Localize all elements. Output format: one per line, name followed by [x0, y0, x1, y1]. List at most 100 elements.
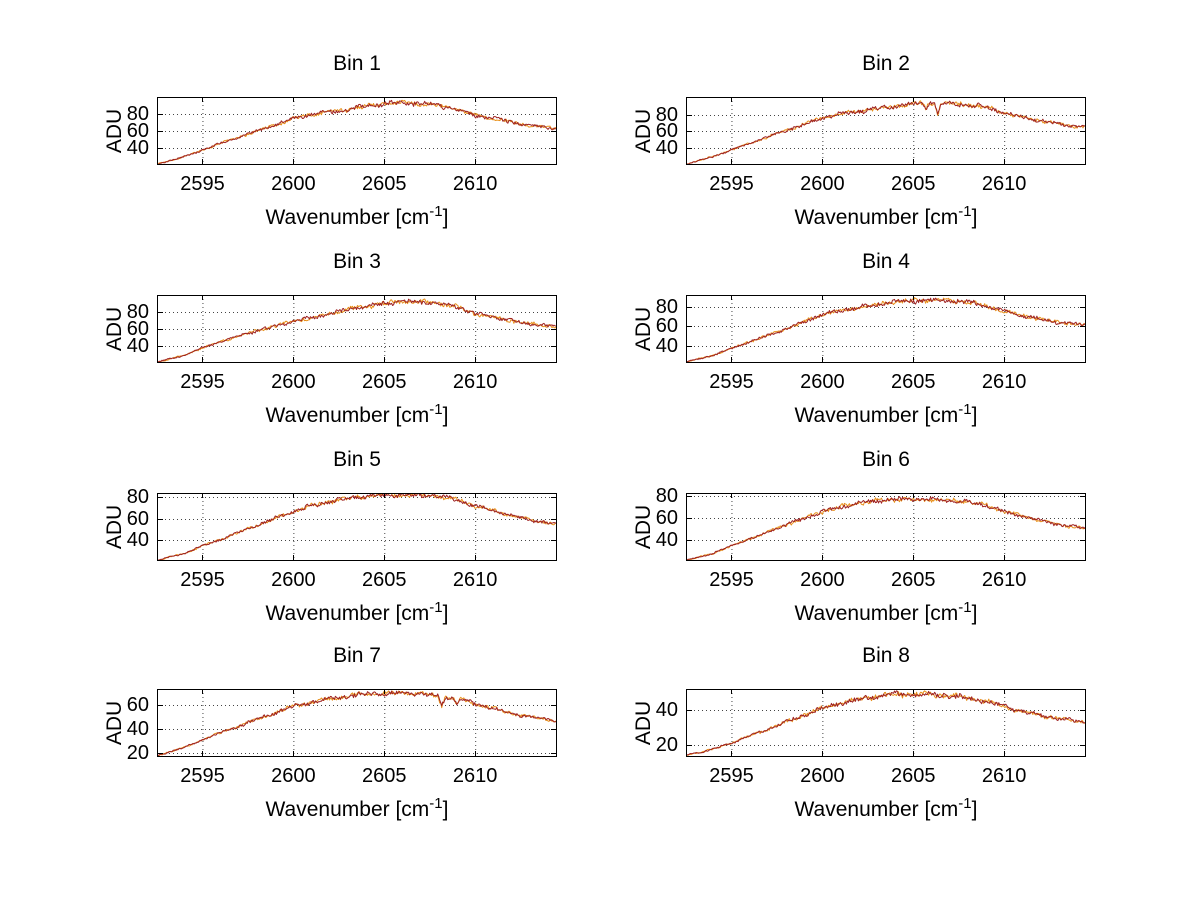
plot-area-svg [686, 97, 1086, 165]
grid-lines [157, 493, 557, 561]
plot-title: Bin 1 [333, 52, 381, 75]
subplot-bin-7: Bin 7 ADU 20 40 60 2595 2600 2605 2610 Wavenumber… [103, 645, 557, 821]
x-tick-label: 2610 [452, 371, 498, 393]
x-axis-label: Wavenumber [cm-1] [686, 401, 1086, 429]
axis-box [157, 493, 557, 561]
y-tick-label: 20 [126, 742, 149, 765]
x-tick-label: 2595 [709, 569, 754, 591]
y-tick-label: 40 [126, 335, 149, 357]
x-axis-label-suffix: ] [442, 798, 449, 821]
subplot-bin-5: Bin 5 ADU 40 60 80 2595 2600 2605 2610 Wavenumber… [103, 449, 557, 625]
plot-area-svg [686, 689, 1086, 757]
plot-title: Bin 5 [333, 448, 381, 471]
grid-lines [686, 689, 1086, 757]
x-axis-label-prefix: Wavenumber [cm [794, 206, 959, 229]
y-tick-label: 20 [655, 733, 678, 756]
x-tick-label: 2595 [180, 173, 225, 195]
x-axis-label-prefix: Wavenumber [cm [265, 602, 430, 625]
y-tick-label: 40 [126, 529, 149, 552]
plot-title: Bin 8 [862, 644, 910, 667]
x-tick-label: 2595 [709, 173, 754, 195]
tick-marks [686, 493, 1086, 561]
spectrum-darkred [686, 496, 1086, 561]
x-axis-label: Wavenumber [cm-1] [157, 401, 557, 429]
y-tick-label: 80 [126, 301, 149, 323]
plot-title: Bin 2 [862, 52, 910, 75]
x-tick-label: 2600 [271, 371, 316, 393]
subplot-bin-2: Bin 2 ADU 40 60 80 2595 2600 2605 2610 Wavenumber… [632, 53, 1086, 229]
x-axis-label-prefix: Wavenumber [cm [794, 602, 959, 625]
spectrum-darkred [686, 100, 1086, 165]
x-tick-label: 2600 [271, 765, 316, 787]
x-tick-label: 2605 [891, 569, 936, 591]
y-tick-label: 60 [126, 693, 149, 716]
y-tick-label: 40 [655, 698, 678, 721]
x-tick-label: 2610 [981, 173, 1027, 195]
x-axis-label-suffix: ] [971, 798, 978, 821]
tick-marks [686, 689, 1086, 757]
axis-box [686, 493, 1086, 561]
y-tick-label: 60 [126, 120, 149, 142]
x-tick-label: 2610 [981, 371, 1027, 393]
x-axis-label: Wavenumber [cm-1] [686, 795, 1086, 823]
plot-area-svg [686, 295, 1086, 363]
axis-box [686, 295, 1086, 363]
subplot-bin-6: Bin 6 ADU 40 60 80 2595 2600 2605 2610 Wavenumber… [632, 449, 1086, 625]
x-axis-label-suffix: ] [442, 206, 449, 229]
spectrum-orange [157, 493, 557, 561]
x-tick-label: 2595 [180, 371, 225, 393]
subplot-bin-1: Bin 1 ADU 40 60 80 2595 2600 2605 2610 Wavenumber… [103, 53, 557, 229]
x-tick-label: 2595 [709, 371, 754, 393]
x-tick-label: 2595 [709, 765, 754, 787]
x-tick-label: 2605 [362, 569, 407, 591]
y-tick-label: 60 [655, 120, 678, 143]
y-tick-label: 40 [655, 137, 678, 160]
plot-title: Bin 6 [862, 448, 910, 471]
y-tick-label: 60 [126, 507, 149, 530]
y-tick-label: 60 [655, 507, 678, 530]
x-axis-label-suffix: ] [442, 602, 449, 625]
x-axis-label-suffix: ] [442, 404, 449, 427]
x-axis-label: Wavenumber [cm-1] [157, 203, 557, 231]
axis-box [686, 689, 1086, 757]
plot-title: Bin 3 [333, 250, 381, 273]
x-axis-label-suffix: ] [971, 206, 978, 229]
y-tick-label: 80 [126, 486, 149, 509]
x-tick-label: 2610 [981, 765, 1027, 787]
x-axis-label-superscript: -1 [429, 795, 443, 812]
x-tick-label: 2600 [800, 765, 845, 787]
axis-box [157, 97, 557, 165]
x-axis-label-superscript: -1 [958, 795, 972, 812]
y-tick-label: 60 [126, 318, 149, 340]
x-tick-label: 2595 [180, 765, 225, 787]
spectrum-darkred [157, 493, 557, 561]
x-axis-label-prefix: Wavenumber [cm [794, 404, 959, 427]
x-axis-label-suffix: ] [971, 404, 978, 427]
x-tick-label: 2605 [362, 371, 407, 393]
axis-box [686, 97, 1086, 165]
grid-lines [686, 97, 1086, 165]
plot-area-svg [157, 295, 557, 363]
y-tick-label: 80 [126, 103, 149, 126]
x-tick-label: 2610 [452, 173, 498, 195]
x-tick-label: 2600 [800, 371, 845, 393]
y-tick-label: 80 [655, 485, 678, 508]
spectrum-orange [157, 298, 557, 363]
x-axis-label: Wavenumber [cm-1] [157, 795, 557, 823]
plot-area-svg [686, 493, 1086, 561]
x-axis-label-prefix: Wavenumber [cm [265, 798, 430, 821]
grid-lines [157, 97, 557, 165]
y-tick-label: 40 [126, 718, 149, 741]
grid-lines [686, 493, 1086, 561]
x-axis-label-superscript: -1 [429, 599, 443, 616]
tick-marks [157, 493, 557, 561]
grid-lines [157, 295, 557, 363]
grid-lines [157, 689, 557, 757]
spectrum-darkred [157, 99, 557, 165]
x-tick-label: 2605 [891, 173, 936, 195]
y-tick-label: 40 [655, 529, 678, 552]
y-tick-label: 40 [126, 136, 149, 159]
x-tick-label: 2600 [271, 173, 316, 195]
spectrum-darkred [686, 690, 1086, 756]
